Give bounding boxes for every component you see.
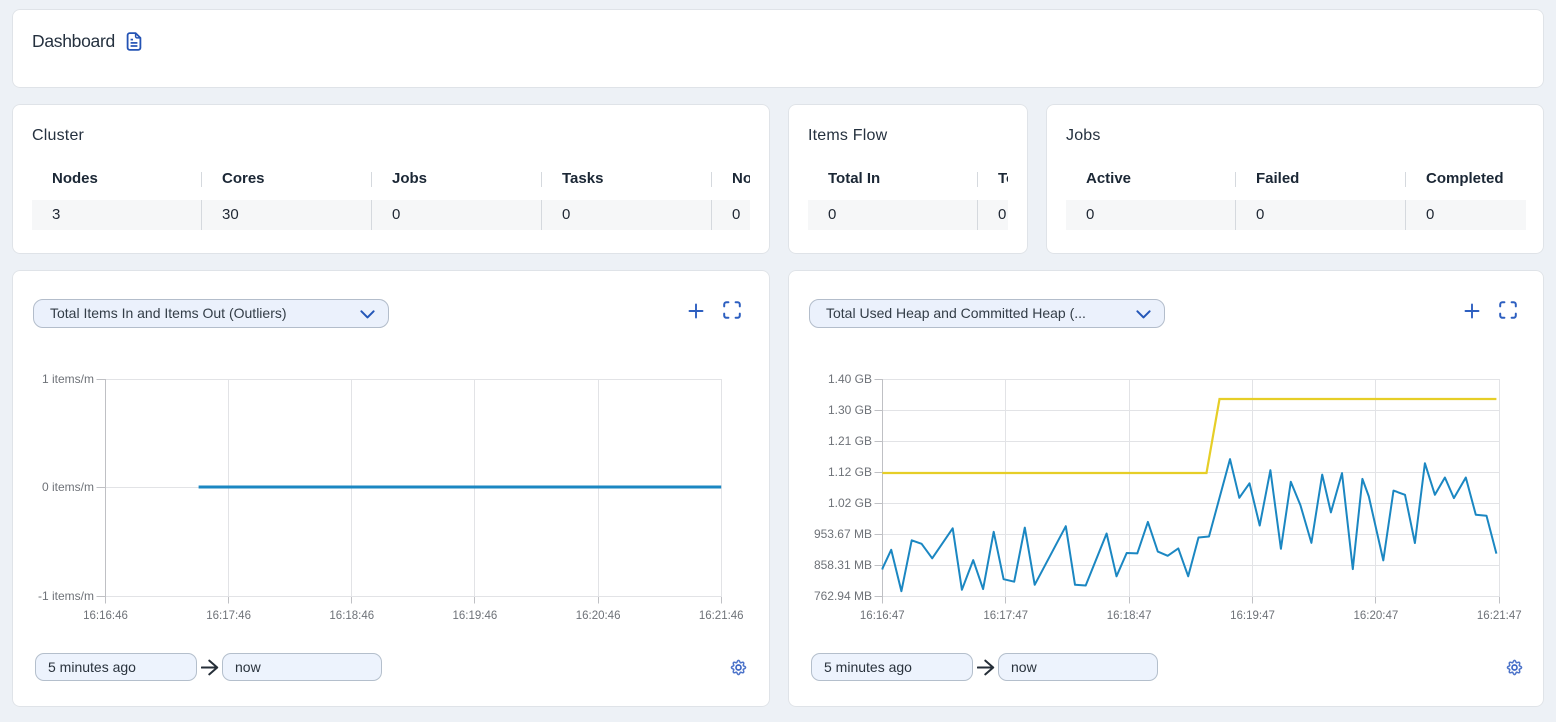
svg-text:1.40 GB: 1.40 GB — [828, 372, 872, 386]
svg-text:16:20:47: 16:20:47 — [1354, 610, 1399, 622]
svg-text:16:19:47: 16:19:47 — [1230, 610, 1275, 622]
svg-text:16:21:46: 16:21:46 — [699, 610, 744, 622]
svg-text:858.31 MB: 858.31 MB — [814, 558, 872, 572]
svg-text:16:17:47: 16:17:47 — [983, 610, 1028, 622]
svg-text:16:21:47: 16:21:47 — [1477, 610, 1522, 622]
svg-text:1.21 GB: 1.21 GB — [828, 434, 872, 448]
svg-text:762.94 MB: 762.94 MB — [814, 589, 872, 603]
svg-text:16:16:47: 16:16:47 — [860, 610, 905, 622]
svg-text:16:16:46: 16:16:46 — [83, 610, 128, 622]
svg-text:-1 items/m: -1 items/m — [38, 589, 94, 603]
svg-text:16:17:46: 16:17:46 — [206, 610, 251, 622]
svg-text:1.12 GB: 1.12 GB — [828, 465, 872, 479]
svg-text:0 items/m: 0 items/m — [42, 480, 94, 494]
svg-text:1.02 GB: 1.02 GB — [828, 496, 872, 510]
svg-text:16:18:46: 16:18:46 — [329, 610, 374, 622]
svg-text:16:19:46: 16:19:46 — [453, 610, 498, 622]
svg-text:16:20:46: 16:20:46 — [576, 610, 621, 622]
svg-text:1.30 GB: 1.30 GB — [828, 403, 872, 417]
svg-text:1 items/m: 1 items/m — [42, 372, 94, 386]
svg-text:953.67 MB: 953.67 MB — [814, 527, 872, 541]
svg-text:16:18:47: 16:18:47 — [1107, 610, 1152, 622]
